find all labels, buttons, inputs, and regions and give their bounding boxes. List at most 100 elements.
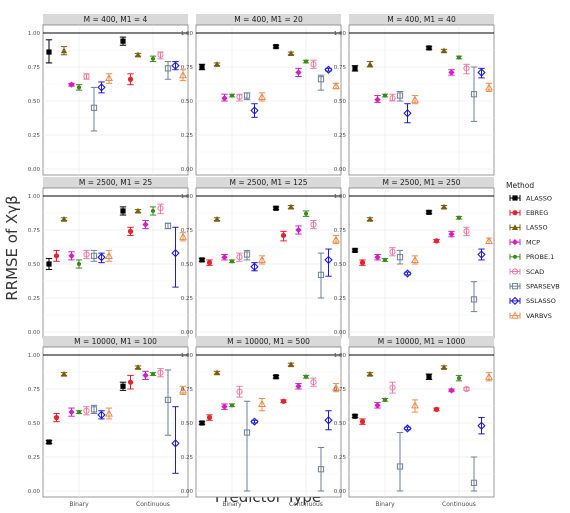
legend-item: MCP [509, 238, 540, 246]
data-point-group [455, 215, 463, 220]
data-point-ebreg [127, 379, 134, 385]
data-point-alasso [273, 205, 279, 211]
data-point-group [236, 252, 243, 262]
data-point-group [157, 368, 164, 378]
legend-item: EBREG [509, 209, 548, 217]
y-tick-label: 0.25 [334, 296, 347, 302]
y-tick-label: 0.50 [28, 421, 41, 427]
data-point-mcp [68, 252, 75, 259]
data-point-group [324, 248, 333, 277]
data-point-ebreg [53, 253, 60, 259]
data-point-group [272, 44, 280, 50]
data-point-group [142, 219, 149, 230]
data-point-varbvs [105, 409, 113, 417]
data-point-group [97, 252, 106, 264]
data-point-group [403, 269, 412, 278]
data-point-group [250, 262, 259, 272]
data-point-sslasso [403, 109, 412, 118]
data-point-group [236, 385, 243, 398]
data-point-alasso [273, 44, 279, 50]
data-point-group [134, 364, 142, 370]
data-point-group [157, 51, 164, 60]
data-point-group [206, 259, 213, 266]
panel-background [195, 24, 342, 176]
data-point-alasso [426, 45, 432, 51]
data-point-group [359, 259, 366, 266]
y-tick-label: 0.25 [181, 455, 194, 461]
data-point-group [396, 249, 404, 265]
y-tick-label: 0.00 [334, 489, 347, 495]
legend-key [512, 254, 518, 259]
y-tick-label: 0.75 [28, 387, 41, 393]
data-point-group [317, 446, 325, 492]
data-point-group [60, 216, 68, 222]
data-point-scad [463, 65, 470, 72]
data-point-group [105, 73, 113, 84]
data-point-sslasso [403, 269, 412, 278]
data-point-group [317, 74, 325, 91]
y-tick-label: 0.25 [181, 296, 194, 302]
data-point-mcp [68, 81, 75, 88]
y-tick-label: 1.00 [28, 194, 41, 200]
data-point-sparsevb [396, 463, 404, 470]
y-tick-label: 0.25 [28, 296, 41, 302]
data-point-varbvs [485, 83, 493, 91]
y-tick-label: 0.00 [334, 330, 347, 336]
data-point-varbvs [485, 372, 493, 380]
data-point-scad [157, 369, 164, 376]
data-point-group [127, 226, 134, 236]
data-point-group [127, 374, 134, 390]
data-point-group [463, 385, 470, 393]
y-tick-label: 0.00 [181, 489, 194, 495]
data-point-sslasso [171, 439, 180, 448]
legend-key [512, 210, 518, 216]
data-point-group [45, 258, 53, 270]
facet-strip [196, 177, 341, 188]
data-point-group [485, 82, 493, 92]
data-point-ebreg [53, 414, 60, 421]
data-point-lasso [440, 364, 448, 370]
facet-title: M = 10000, M1 = 1000 [378, 337, 466, 346]
data-point-scad [389, 95, 396, 102]
data-point-group [258, 92, 266, 102]
data-point-group [324, 410, 333, 431]
legend-label: PROBE.1 [526, 253, 554, 261]
data-point-sparsevb [243, 429, 251, 436]
y-tick-label: 1.00 [181, 194, 194, 200]
data-point-ebreg [359, 260, 366, 266]
y-tick-label: 0.50 [181, 262, 194, 268]
data-point-group [463, 226, 470, 236]
panel-background [42, 187, 189, 339]
y-tick-label: 0.75 [334, 387, 347, 393]
data-point-group [351, 65, 359, 72]
data-point-scad [157, 205, 164, 212]
facet-title: M = 400, M1 = 20 [234, 15, 303, 24]
data-point-mcp [221, 254, 228, 261]
data-point-group [280, 230, 287, 242]
data-point-group [374, 402, 381, 409]
data-point-lasso [213, 216, 221, 222]
data-point-group [411, 255, 419, 265]
facet-title: M = 2500, M1 = 250 [383, 178, 461, 187]
data-point-ebreg [206, 260, 213, 266]
data-point-sparsevb [396, 92, 404, 99]
x-tick-label: Continuous [289, 501, 323, 508]
data-point-probe1 [382, 257, 388, 263]
data-point-group [287, 50, 295, 56]
data-point-probe1 [150, 208, 156, 214]
data-point-sslasso [403, 424, 412, 433]
y-tick-label: 1.00 [181, 31, 194, 37]
data-point-sparsevb [164, 222, 172, 230]
facet-strip [349, 177, 494, 188]
data-point-scad [389, 248, 396, 255]
x-tick-label: Continuous [442, 501, 476, 508]
data-point-group [228, 93, 236, 98]
gridlines [349, 25, 494, 175]
y-tick-label: 0.00 [181, 167, 194, 173]
legend-key [511, 268, 519, 275]
data-point-sparsevb [90, 104, 98, 111]
data-point-probe1 [229, 93, 235, 98]
data-point-group [425, 209, 433, 215]
data-point-group [250, 103, 259, 118]
data-point-probe1 [382, 93, 388, 98]
